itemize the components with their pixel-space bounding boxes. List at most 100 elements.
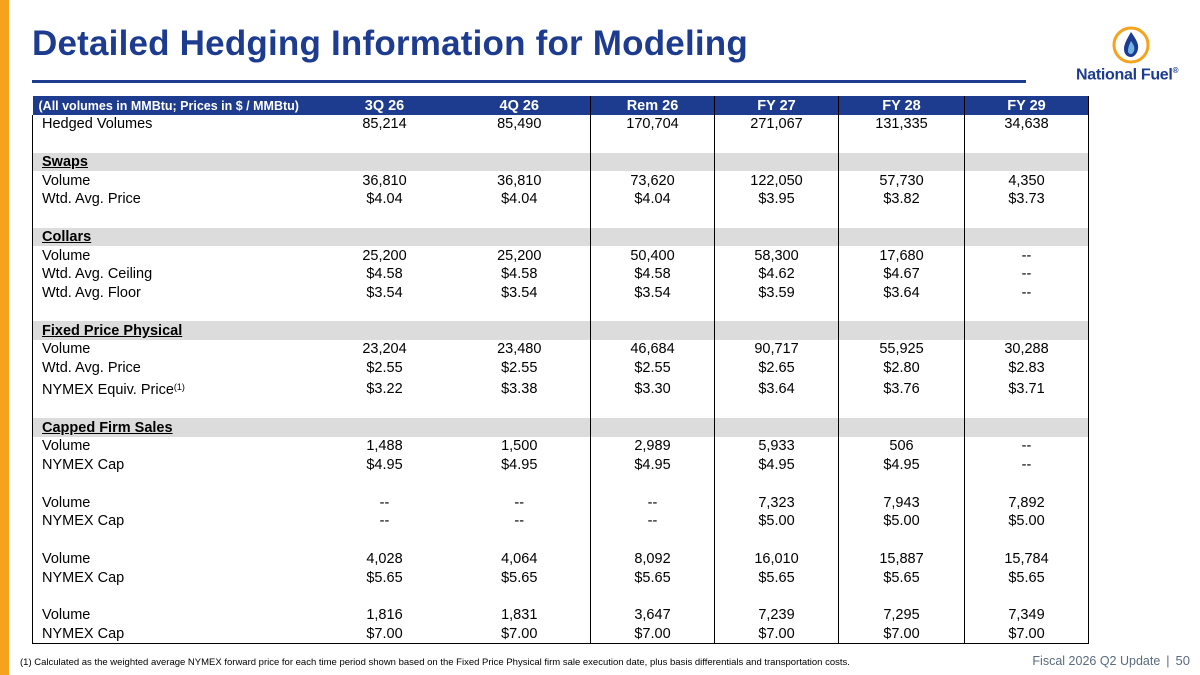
spacer-row	[32, 208, 1089, 228]
row-label: NYMEX Cap	[32, 568, 321, 587]
cell-value	[964, 152, 1089, 172]
cell-value: 7,892	[964, 493, 1089, 512]
row-label-text: Swaps	[42, 153, 88, 170]
cell-value	[320, 152, 449, 172]
cell-value	[590, 587, 715, 606]
logo-wordmark: National Fuel®	[1076, 66, 1179, 84]
cell-value: --	[964, 265, 1089, 284]
cell-value: 25,200	[362, 247, 407, 264]
cell-value: 50,400	[590, 246, 715, 265]
column-header: Rem 26	[590, 96, 715, 115]
row-label: Volume	[32, 171, 321, 190]
table-row: Volume 36,810 36,810 73,620 122,050 57,730 4,3…	[32, 171, 1089, 190]
cell-value: 73,620	[590, 171, 715, 190]
cell-value: $5.00	[714, 512, 839, 531]
cell-value: $4.04	[590, 190, 715, 209]
cell-value: 7,295	[838, 605, 965, 625]
table-row: NYMEX Cap $7.00 $7.00 $7.00 $7.00 $7.00 $7.00	[32, 624, 1089, 644]
cell-value: $4.95	[714, 455, 839, 475]
cell-value: $4.62	[714, 265, 839, 284]
cell-value: $7.00	[590, 624, 715, 644]
cell-value: --	[964, 246, 1089, 265]
cell-value: $5.65	[714, 568, 839, 587]
cell-value: 36,810	[362, 172, 407, 189]
cell-value	[714, 321, 839, 340]
flame-logo-icon	[1112, 26, 1150, 64]
cell-value: $7.00	[448, 624, 591, 644]
table-row: Wtd. Avg. Price $4.04 $4.04 $4.04 $3.95 $3.82…	[32, 190, 1089, 209]
cell-value: $7.00	[714, 624, 839, 644]
table-row: Volume 4,028 4,064 8,092 16,010 15,887 15,784	[32, 549, 1089, 569]
accent-bar	[0, 0, 9, 675]
cell-value: $3.54	[366, 285, 403, 302]
row-label: Volume	[32, 437, 321, 456]
cell-value	[448, 302, 591, 322]
cell-value: 58,300	[714, 246, 839, 265]
cell-value: $3.30	[590, 377, 715, 400]
row-label-text: Volume	[42, 607, 91, 624]
cell-value	[590, 530, 715, 550]
cell-value	[321, 475, 449, 494]
cell-value: 131,335	[838, 115, 965, 134]
cell-value: $3.59	[714, 283, 839, 303]
cell-value	[714, 302, 839, 322]
cell-value	[321, 209, 449, 228]
table-row: NYMEX Cap $4.95 $4.95 $4.95 $4.95 $4.95 --	[32, 455, 1089, 475]
row-label: Wtd. Avg. Price	[32, 190, 321, 209]
cell-value: --	[964, 437, 1089, 456]
cell-value: 4,064	[448, 549, 591, 569]
cell-value: --	[590, 493, 715, 512]
row-label: NYMEX Cap	[32, 455, 321, 475]
cell-value: --	[448, 512, 591, 531]
cell-value: 2,989	[590, 437, 715, 456]
row-label	[32, 208, 321, 228]
cell-value: 7,323	[714, 493, 839, 512]
company-logo: National Fuel®	[1074, 26, 1188, 88]
cell-value	[590, 227, 715, 247]
table-row: NYMEX Equiv. Price(1) $3.22 $3.38 $3.30 $3.6…	[32, 377, 1089, 400]
cell-value: 8,092	[590, 549, 715, 569]
cell-value	[838, 208, 965, 228]
row-label-text: NYMEX Cap	[42, 625, 125, 642]
cell-value	[964, 587, 1089, 606]
section-label: Swaps	[32, 152, 321, 172]
cell-value: $2.65	[714, 358, 839, 378]
cell-value: $3.22	[366, 380, 403, 397]
cell-value	[590, 321, 715, 340]
cell-value	[448, 208, 591, 228]
row-label: NYMEX Equiv. Price(1)	[32, 377, 321, 400]
row-label	[32, 133, 321, 153]
cell-value	[838, 399, 965, 419]
cell-value: 506	[838, 437, 965, 456]
cell-value: --	[590, 512, 715, 531]
cell-value	[964, 418, 1089, 437]
row-label-text: NYMEX Cap	[42, 513, 125, 530]
cell-value	[964, 208, 1089, 228]
cell-value: 271,067	[714, 115, 839, 134]
row-label-text: Volume	[42, 172, 91, 189]
cell-value: $4.95	[838, 455, 965, 475]
cell-value: 15,887	[838, 549, 965, 569]
table-row: Volume 25,200 25,200 50,400 58,300 17,680 --	[32, 246, 1089, 265]
page-title: Detailed Hedging Information for Modelin…	[32, 24, 748, 63]
cell-value: --	[379, 513, 390, 530]
cell-value: 17,680	[838, 246, 965, 265]
cell-value	[964, 474, 1089, 494]
cell-value	[714, 530, 839, 550]
section-label: Capped Firm Sales	[32, 418, 321, 437]
cell-value	[964, 302, 1089, 322]
cell-value	[448, 587, 591, 606]
cell-value	[590, 418, 715, 437]
row-label: NYMEX Cap	[32, 624, 321, 644]
row-label-text: Volume	[42, 341, 91, 358]
cell-value	[838, 302, 965, 322]
page-number: 50	[1175, 653, 1190, 668]
column-header: 3Q 26	[320, 96, 449, 115]
table-header-row: (All volumes in MMBtu; Prices in $ / MMB…	[32, 96, 1089, 115]
section-row: Swaps	[32, 152, 1089, 172]
row-label: Wtd. Avg. Floor	[32, 283, 321, 303]
section-row: Fixed Price Physical	[32, 321, 1089, 340]
cell-value: $7.00	[366, 625, 403, 642]
cell-value	[590, 208, 715, 228]
row-label-text: Collars	[42, 228, 92, 245]
